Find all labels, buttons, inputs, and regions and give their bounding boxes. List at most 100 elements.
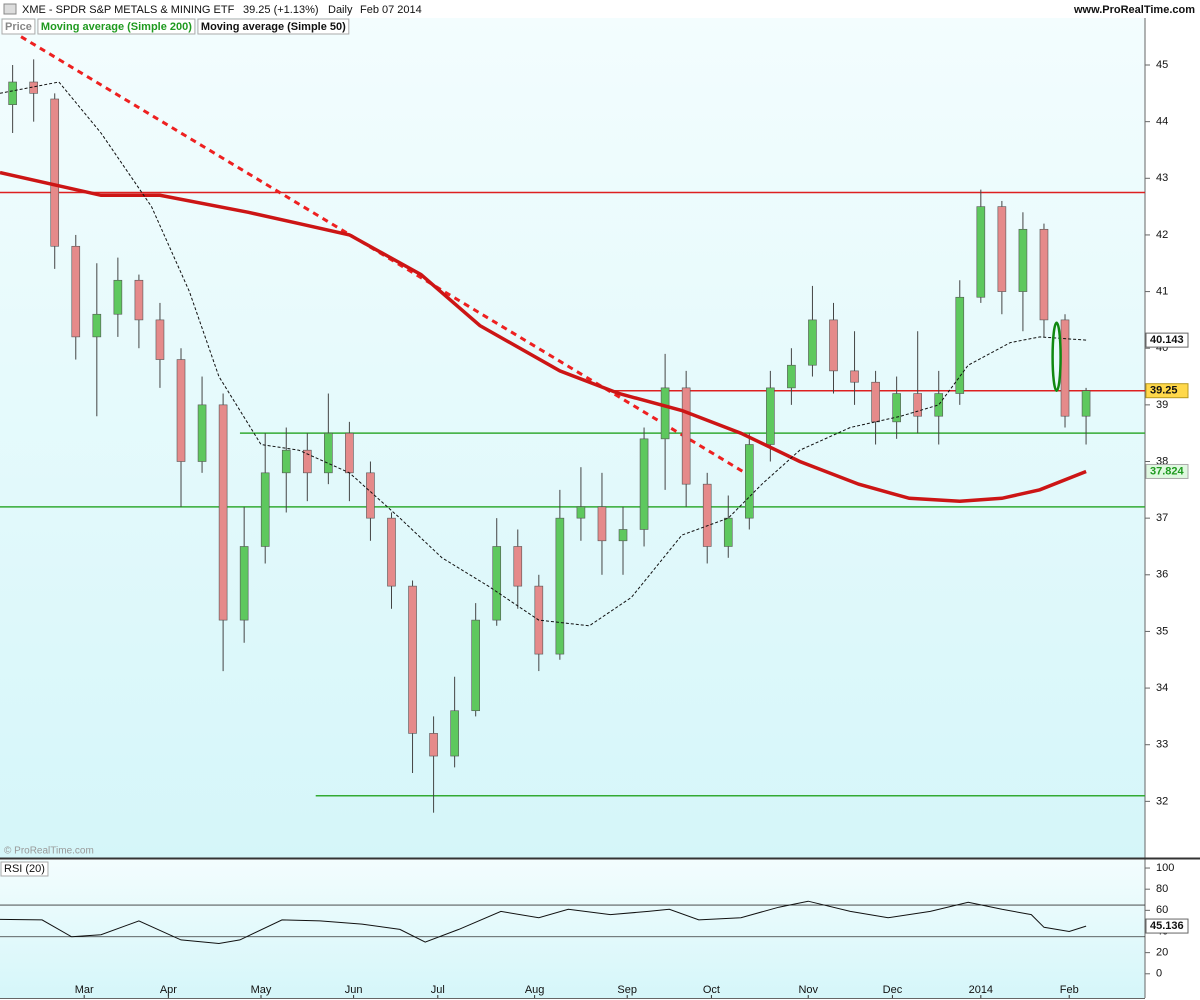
y-tick-label: 33: [1156, 739, 1168, 751]
candle-body: [934, 393, 944, 417]
y-tick-label: 37: [1156, 512, 1168, 524]
candle-body: [1018, 228, 1028, 292]
y-tick-label: 42: [1156, 229, 1168, 241]
candle-body: [702, 483, 712, 547]
candle-body: [134, 279, 144, 321]
y-tick-label: 45: [1156, 59, 1168, 71]
x-tick-label: Feb: [1060, 984, 1079, 996]
y-tick-label: 44: [1156, 116, 1168, 128]
candle-body: [492, 546, 502, 621]
y-tick-label: 35: [1156, 625, 1168, 637]
candle-body: [113, 279, 123, 315]
last-value-box: [1145, 383, 1189, 399]
candle-body: [218, 404, 228, 621]
moving-average: [0, 170, 1087, 503]
candle-body: [681, 387, 691, 485]
candle-body: [513, 546, 523, 587]
x-tick-label: Mar: [75, 984, 94, 996]
candle-body: [176, 359, 186, 462]
x-tick-label: Aug: [525, 984, 545, 996]
candle-body: [787, 364, 796, 389]
candle-body: [429, 733, 438, 757]
last-value-box: [1145, 332, 1189, 348]
candle-body: [450, 710, 459, 757]
last-value-label: 40.143: [1150, 334, 1184, 346]
candle-body: [1039, 228, 1049, 321]
ellipse-marker: [1051, 321, 1062, 392]
x-tick-label: May: [251, 984, 272, 996]
legend-box: [37, 18, 196, 35]
y-tick-label: 0: [1156, 968, 1162, 980]
price-panel: [0, 18, 1145, 858]
y-tick-label: 32: [1156, 795, 1168, 807]
candle-body: [660, 387, 670, 440]
candle-body: [850, 370, 859, 383]
candle-body: [808, 319, 817, 366]
candle-body: [408, 585, 417, 734]
candle-body: [639, 438, 649, 530]
candle-body: [92, 313, 102, 338]
candle-body: [50, 98, 60, 247]
y-tick-label: 20: [1156, 947, 1168, 959]
candle-body: [8, 81, 17, 105]
period: Daily: [328, 4, 353, 16]
candle-body: [471, 619, 480, 712]
candle-body: [892, 393, 901, 423]
chart-title: XME - SPDR S&P METALS & MINING ETF: [22, 4, 235, 16]
x-tick-label: Sep: [617, 984, 637, 996]
moving-average: [0, 81, 1087, 627]
watermark: © ProRealTime.com: [4, 846, 94, 857]
candle-body: [871, 381, 880, 423]
icon[interactable]: [3, 3, 17, 15]
last-value-label: 39.25: [1150, 385, 1178, 397]
candle-body: [324, 432, 333, 474]
candle-body: [71, 245, 81, 338]
candle-body: [366, 472, 375, 519]
last-value-label: 37.824: [1150, 465, 1185, 477]
rsi-panel: [0, 860, 1145, 998]
last-value-box: [1145, 918, 1189, 934]
x-tick-label: Jun: [345, 984, 363, 996]
candle-body: [913, 393, 922, 417]
y-tick-label: 41: [1156, 285, 1168, 297]
candle-body: [745, 444, 754, 519]
candle-body: [1081, 390, 1091, 417]
panel-title: RSI (20): [4, 863, 45, 875]
candle-body: [597, 506, 607, 542]
candle-body: [345, 432, 354, 474]
candle-body: [302, 449, 312, 474]
x-tick-label: Jul: [431, 984, 445, 996]
y-tick-label: 36: [1156, 569, 1168, 581]
y-tick-label: 39: [1156, 399, 1168, 411]
candle-body: [155, 319, 165, 360]
x-tick-label: 2014: [969, 984, 993, 996]
date: Feb 07 2014: [360, 4, 422, 16]
candle-body: [197, 404, 207, 462]
y-tick-label: 80: [1156, 883, 1168, 895]
y-tick-label: 100: [1156, 862, 1174, 874]
last-value-box: [1145, 463, 1189, 479]
candle-body: [723, 517, 733, 547]
y-tick-label: 60: [1156, 904, 1168, 916]
candle-body: [555, 517, 565, 655]
legend-label: Price: [5, 21, 32, 33]
candle-body: [1060, 319, 1070, 417]
legend-label: Moving average (Simple 50): [201, 21, 346, 33]
x-tick-label: Oct: [703, 984, 720, 996]
candle-body: [260, 472, 270, 547]
rsi-line: [0, 900, 1087, 945]
x-tick-label: Apr: [160, 984, 177, 996]
candle-body: [239, 546, 249, 621]
panel-title-box: [0, 861, 49, 877]
legend: Price Moving average (Simple 200) Moving a…: [1, 18, 350, 35]
legend-box: [1, 18, 36, 35]
candle-body: [997, 206, 1007, 292]
candle-body: [387, 517, 396, 587]
source: www.ProRealTime.com: [1073, 4, 1195, 16]
quote: 39.25 (+1.13%): [243, 4, 319, 16]
candle-body: [829, 319, 838, 372]
candle-body: [766, 387, 775, 445]
legend-box: [197, 18, 350, 35]
x-tick-label: Dec: [883, 984, 903, 996]
